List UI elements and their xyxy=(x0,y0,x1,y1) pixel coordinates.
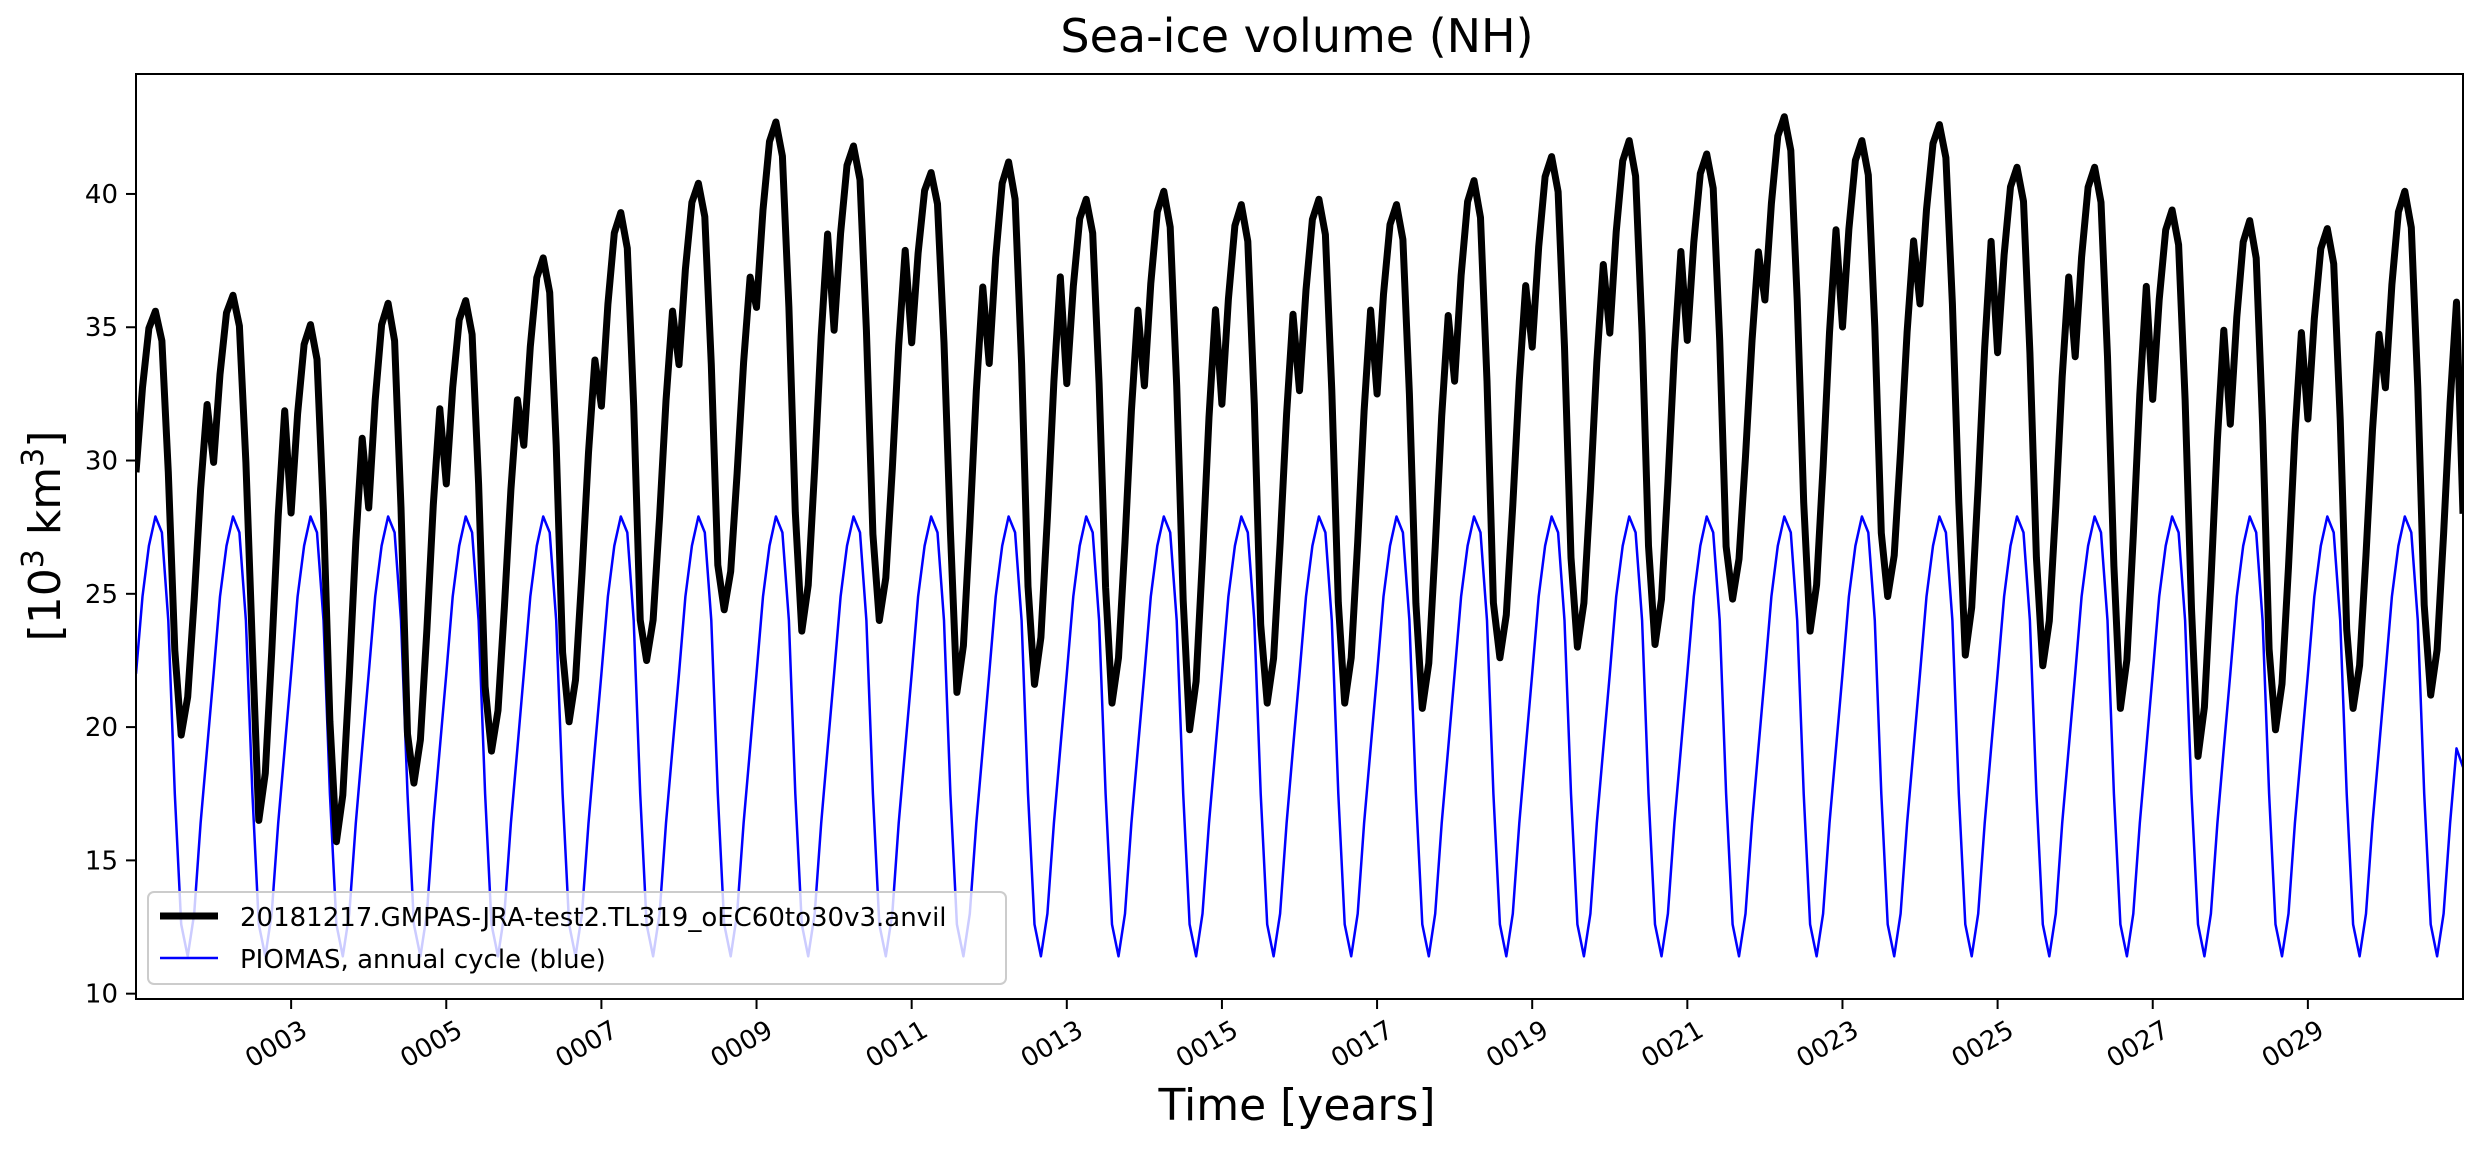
y-tick-label: 25 xyxy=(85,580,118,610)
series-line-model xyxy=(136,113,2463,846)
plot-frame xyxy=(135,73,2464,1000)
y-tick-label: 40 xyxy=(85,180,118,210)
series-line-piomas xyxy=(136,515,2463,958)
legend: 20181217.GMPAS-JRA-test2.TL319_oEC60to30… xyxy=(147,891,1007,985)
y-axis: 10 15 20 25 30 35 40 xyxy=(85,180,136,1010)
y-tick-label: 10 xyxy=(85,980,118,1010)
y-axis-label: [103 km3] xyxy=(16,431,72,642)
x-axis-label: Time [years] xyxy=(1157,1080,1435,1131)
legend-box xyxy=(147,891,1007,985)
y-tick-label: 15 xyxy=(85,846,118,876)
plot-area xyxy=(136,113,2463,958)
y-tick-label: 35 xyxy=(85,313,118,343)
y-tick-label: 20 xyxy=(85,713,118,743)
legend-label-model: 20181217.GMPAS-JRA-test2.TL319_oEC60to30… xyxy=(240,903,947,933)
chart-title: Sea-ice volume (NH) xyxy=(1060,9,1533,63)
legend-label-piomas: PIOMAS, annual cycle (blue) xyxy=(240,945,606,975)
y-tick-label: 30 xyxy=(85,447,118,477)
